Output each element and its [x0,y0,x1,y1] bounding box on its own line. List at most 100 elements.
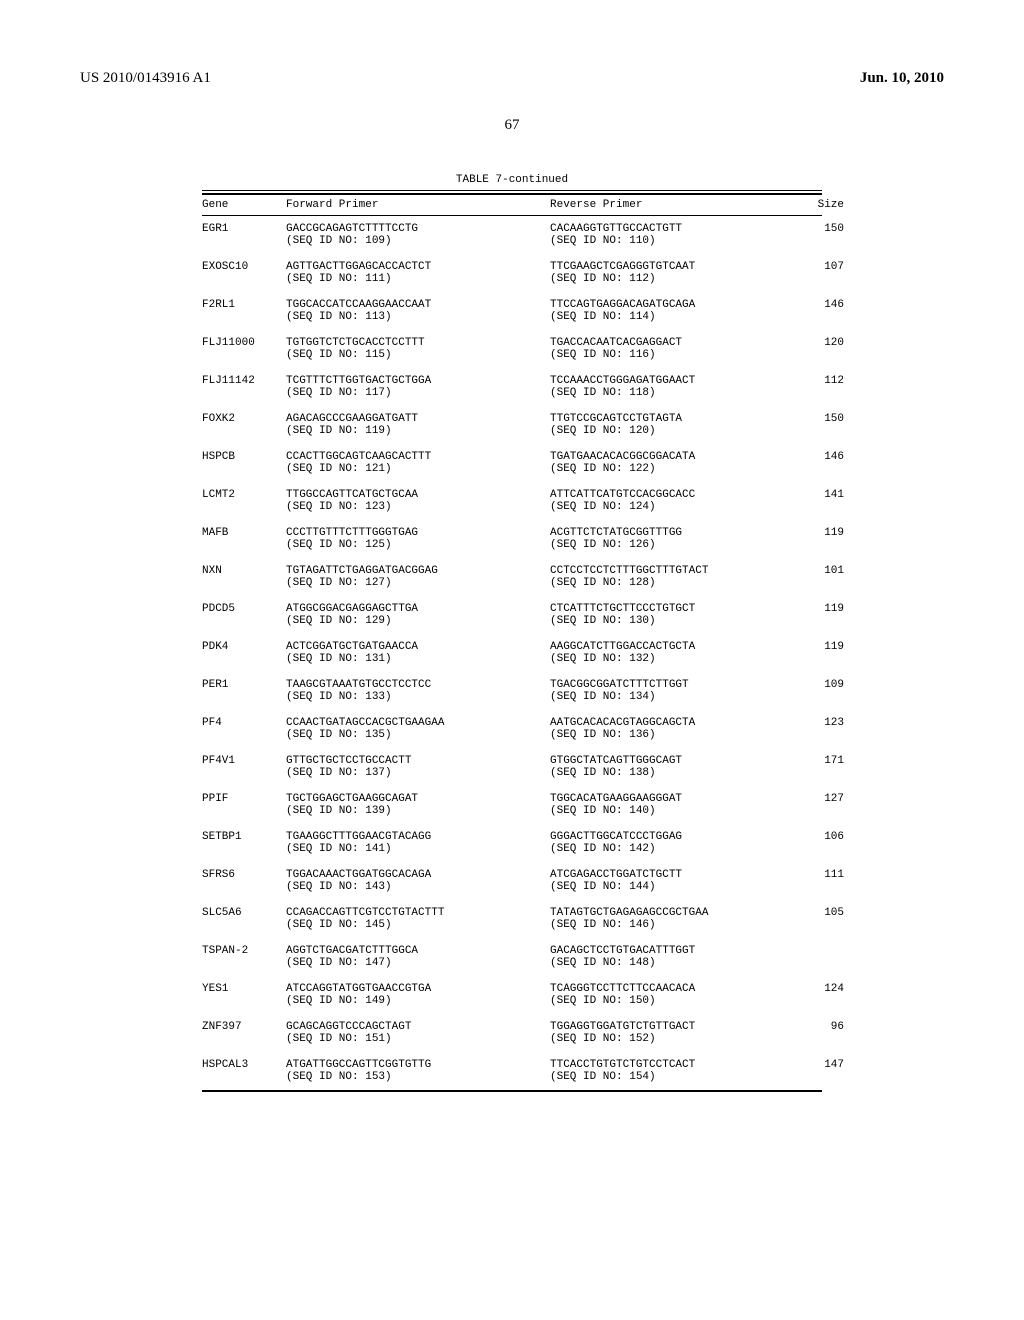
primer-table: TABLE 7-continued Gene Forward Primer Re… [202,174,822,1092]
cell-gene: LCMT2 [202,489,282,513]
page-number: 67 [80,117,944,134]
cell-reverse-primer: TCAGGGTCCTTCTTCCAACACA (SEQ ID NO: 150) [550,983,800,1007]
cell-size: 146 [804,299,844,323]
cell-forward-primer: CCAGACCAGTTCGTCCTGTACTTT (SEQ ID NO: 145… [286,907,546,931]
cell-size: 124 [804,983,844,1007]
cell-forward-primer: GTTGCTGCTCCTGCCACTT (SEQ ID NO: 137) [286,755,546,779]
cell-reverse-primer: CACAAGGTGTTGCCACTGTT (SEQ ID NO: 110) [550,223,800,247]
cell-gene: ZNF397 [202,1021,282,1045]
cell-size: 112 [804,375,844,399]
cell-size: 171 [804,755,844,779]
cell-reverse-primer: GTGGCTATCAGTTGGGCAGT (SEQ ID NO: 138) [550,755,800,779]
cell-forward-primer: GACCGCAGAGTCTTTTCCTG (SEQ ID NO: 109) [286,223,546,247]
publication-date: Jun. 10, 2010 [860,70,944,87]
cell-reverse-primer: GGGACTTGGCATCCCTGGAG (SEQ ID NO: 142) [550,831,800,855]
cell-gene: PF4 [202,717,282,741]
cell-forward-primer: ATGATTGGCCAGTTCGGTGTTG (SEQ ID NO: 153) [286,1059,546,1083]
page-header: US 2010/0143916 A1 Jun. 10, 2010 [80,70,944,87]
cell-forward-primer: CCCTTGTTTCTTTGGGTGAG (SEQ ID NO: 125) [286,527,546,551]
cell-size: 109 [804,679,844,703]
cell-gene: EXOSC10 [202,261,282,285]
cell-forward-primer: AGTTGACTTGGAGCACCACTCT (SEQ ID NO: 111) [286,261,546,285]
cell-forward-primer: ATCCAGGTATGGTGAACCGTGA (SEQ ID NO: 149) [286,983,546,1007]
table-row: HSPCBCCACTTGGCAGTCAAGCACTTT (SEQ ID NO: … [202,444,822,482]
cell-size: 119 [804,641,844,665]
cell-forward-primer: TGTGGTCTCTGCACCTCCTTT (SEQ ID NO: 115) [286,337,546,361]
table-row: FLJ11000TGTGGTCTCTGCACCTCCTTT (SEQ ID NO… [202,330,822,368]
cell-size: 105 [804,907,844,931]
cell-reverse-primer: AAGGCATCTTGGACCACTGCTA (SEQ ID NO: 132) [550,641,800,665]
cell-forward-primer: ATGGCGGACGAGGAGCTTGA (SEQ ID NO: 129) [286,603,546,627]
cell-reverse-primer: TTCGAAGCTCGAGGGTGTCAAT (SEQ ID NO: 112) [550,261,800,285]
cell-size: 150 [804,223,844,247]
table-row: PDK4ACTCGGATGCTGATGAACCA (SEQ ID NO: 131… [202,634,822,672]
publication-number: US 2010/0143916 A1 [80,70,211,87]
cell-gene: PF4V1 [202,755,282,779]
cell-gene: HSPCB [202,451,282,475]
col-fwd: Forward Primer [286,199,546,211]
cell-gene: PER1 [202,679,282,703]
table-row: ZNF397GCAGCAGGTCCCAGCTAGT (SEQ ID NO: 15… [202,1014,822,1052]
cell-forward-primer: TAAGCGTAAATGTGCCTCCTCC (SEQ ID NO: 133) [286,679,546,703]
cell-gene: PDK4 [202,641,282,665]
table-row: YES1ATCCAGGTATGGTGAACCGTGA (SEQ ID NO: 1… [202,976,822,1014]
table-row: FOXK2AGACAGCCCGAAGGATGATT (SEQ ID NO: 11… [202,406,822,444]
cell-gene: FOXK2 [202,413,282,437]
cell-reverse-primer: ATTCATTCATGTCCACGGCACC (SEQ ID NO: 124) [550,489,800,513]
table-row: SLC5A6CCAGACCAGTTCGTCCTGTACTTT (SEQ ID N… [202,900,822,938]
table-row: PF4CCAACTGATAGCCACGCTGAAGAA (SEQ ID NO: … [202,710,822,748]
table-row: FLJ11142TCGTTTCTTGGTGACTGCTGGA (SEQ ID N… [202,368,822,406]
cell-forward-primer: ACTCGGATGCTGATGAACCA (SEQ ID NO: 131) [286,641,546,665]
cell-forward-primer: TGAAGGCTTTGGAACGTACAGG (SEQ ID NO: 141) [286,831,546,855]
table-row: LCMT2TTGGCCAGTTCATGCTGCAA (SEQ ID NO: 12… [202,482,822,520]
cell-gene: F2RL1 [202,299,282,323]
table-row: TSPAN-2AGGTCTGACGATCTTTGGCA (SEQ ID NO: … [202,938,822,976]
cell-reverse-primer: ATCGAGACCTGGATCTGCTT (SEQ ID NO: 144) [550,869,800,893]
table-row: PF4V1GTTGCTGCTCCTGCCACTT (SEQ ID NO: 137… [202,748,822,786]
cell-reverse-primer: CCTCCTCCTCTTTGGCTTTGTACT (SEQ ID NO: 128… [550,565,800,589]
table-row: HSPCAL3ATGATTGGCCAGTTCGGTGTTG (SEQ ID NO… [202,1052,822,1090]
cell-size: 101 [804,565,844,589]
cell-forward-primer: TCGTTTCTTGGTGACTGCTGGA (SEQ ID NO: 117) [286,375,546,399]
table-row: PDCD5ATGGCGGACGAGGAGCTTGA (SEQ ID NO: 12… [202,596,822,634]
col-size: Size [804,199,844,211]
page: US 2010/0143916 A1 Jun. 10, 2010 67 TABL… [0,0,1024,1320]
cell-reverse-primer: TATAGTGCTGAGAGAGCCGCTGAA (SEQ ID NO: 146… [550,907,800,931]
cell-reverse-primer: TTCACCTGTGTCTGTCCTCACT (SEQ ID NO: 154) [550,1059,800,1083]
cell-size [804,945,844,969]
table-row: NXNTGTAGATTCTGAGGATGACGGAG (SEQ ID NO: 1… [202,558,822,596]
cell-size: 107 [804,261,844,285]
cell-size: 146 [804,451,844,475]
cell-size: 150 [804,413,844,437]
cell-reverse-primer: ACGTTCTCTATGCGGTTTGG (SEQ ID NO: 126) [550,527,800,551]
cell-reverse-primer: TGACGGCGGATCTTTCTTGGT (SEQ ID NO: 134) [550,679,800,703]
cell-gene: FLJ11142 [202,375,282,399]
cell-forward-primer: TGGACAAACTGGATGGCACAGA (SEQ ID NO: 143) [286,869,546,893]
col-rev: Reverse Primer [550,199,800,211]
table-bottom-rule [202,1091,822,1092]
cell-gene: HSPCAL3 [202,1059,282,1083]
cell-size: 127 [804,793,844,817]
cell-forward-primer: AGGTCTGACGATCTTTGGCA (SEQ ID NO: 147) [286,945,546,969]
cell-reverse-primer: TGACCACAATCACGAGGACT (SEQ ID NO: 116) [550,337,800,361]
cell-forward-primer: GCAGCAGGTCCCAGCTAGT (SEQ ID NO: 151) [286,1021,546,1045]
cell-reverse-primer: TGGAGGTGGATGTCTGTTGACT (SEQ ID NO: 152) [550,1021,800,1045]
cell-forward-primer: TGGCACCATCCAAGGAACCAAT (SEQ ID NO: 113) [286,299,546,323]
table-row: PER1TAAGCGTAAATGTGCCTCCTCC (SEQ ID NO: 1… [202,672,822,710]
table-row: F2RL1TGGCACCATCCAAGGAACCAAT (SEQ ID NO: … [202,292,822,330]
cell-forward-primer: TGTAGATTCTGAGGATGACGGAG (SEQ ID NO: 127) [286,565,546,589]
cell-forward-primer: TTGGCCAGTTCATGCTGCAA (SEQ ID NO: 123) [286,489,546,513]
cell-size: 120 [804,337,844,361]
cell-reverse-primer: TTCCAGTGAGGACAGATGCAGA (SEQ ID NO: 114) [550,299,800,323]
cell-gene: PPIF [202,793,282,817]
cell-reverse-primer: AATGCACACACGTAGGCAGCTA (SEQ ID NO: 136) [550,717,800,741]
table-row: MAFBCCCTTGTTTCTTTGGGTGAG (SEQ ID NO: 125… [202,520,822,558]
cell-forward-primer: CCACTTGGCAGTCAAGCACTTT (SEQ ID NO: 121) [286,451,546,475]
cell-gene: MAFB [202,527,282,551]
cell-gene: SLC5A6 [202,907,282,931]
table-row: PPIFTGCTGGAGCTGAAGGCAGAT (SEQ ID NO: 139… [202,786,822,824]
cell-forward-primer: TGCTGGAGCTGAAGGCAGAT (SEQ ID NO: 139) [286,793,546,817]
table-row: EXOSC10AGTTGACTTGGAGCACCACTCT (SEQ ID NO… [202,254,822,292]
cell-reverse-primer: TCCAAACCTGGGAGATGGAACT (SEQ ID NO: 118) [550,375,800,399]
cell-gene: PDCD5 [202,603,282,627]
